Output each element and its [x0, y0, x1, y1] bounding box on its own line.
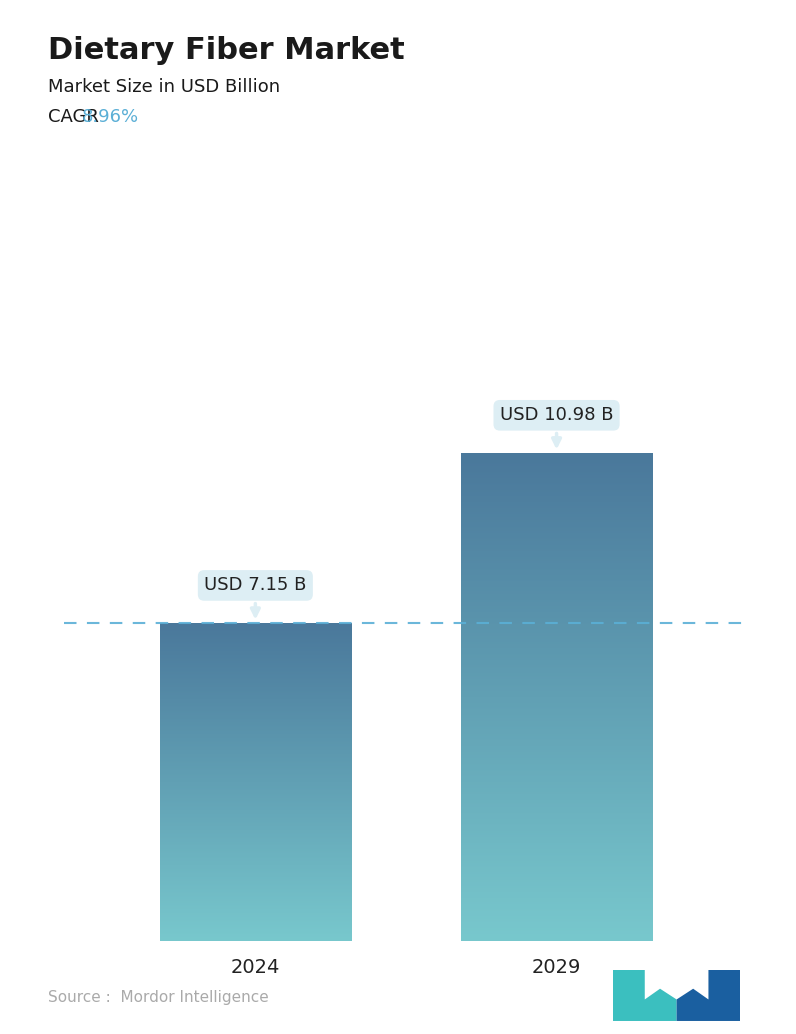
- Polygon shape: [677, 970, 740, 1021]
- Text: Market Size in USD Billion: Market Size in USD Billion: [48, 78, 280, 95]
- Text: USD 7.15 B: USD 7.15 B: [204, 576, 306, 616]
- Text: Source :  Mordor Intelligence: Source : Mordor Intelligence: [48, 990, 268, 1005]
- Text: USD 10.98 B: USD 10.98 B: [500, 406, 613, 446]
- Polygon shape: [613, 970, 677, 1021]
- Text: 8.96%: 8.96%: [82, 108, 139, 125]
- Text: Dietary Fiber Market: Dietary Fiber Market: [48, 36, 404, 65]
- Text: CAGR: CAGR: [48, 108, 104, 125]
